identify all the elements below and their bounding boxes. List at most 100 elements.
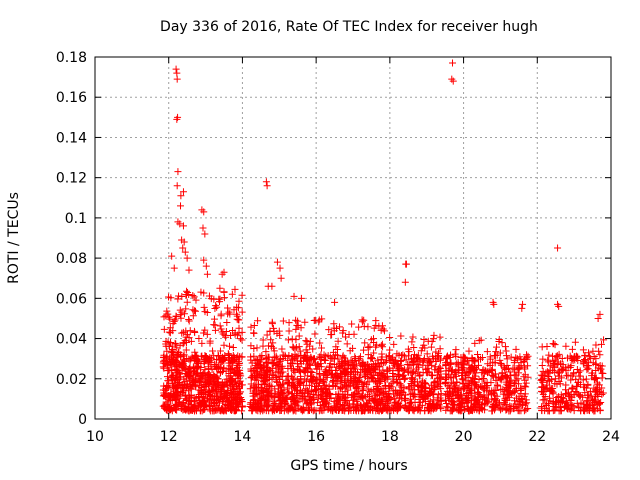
data-point [325,326,333,334]
data-point [164,384,172,392]
data-point [481,394,489,402]
data-point [343,390,351,398]
data-point [192,352,200,360]
data-point [600,336,608,344]
data-point [175,292,183,300]
data-point [598,362,606,370]
data-point [393,360,401,368]
data-point [214,378,222,386]
data-point [182,305,190,313]
data-point [288,379,296,387]
data-point [351,357,359,365]
data-point [409,361,417,369]
data-point [186,382,194,390]
data-point [418,392,426,400]
data-point [361,366,369,374]
data-point-outlier [276,264,284,272]
data-point [409,368,417,376]
data-point [238,403,246,411]
data-point [477,336,485,344]
data-point [266,381,274,389]
data-point [177,314,185,322]
data-point [276,393,284,401]
data-point [207,295,215,303]
data-point [562,372,570,380]
data-point [279,317,287,325]
data-point [224,310,232,318]
data-point [266,327,274,335]
data-point [548,376,556,384]
data-point [497,376,505,384]
x-tick-label: 14 [234,429,252,445]
data-point [295,367,303,375]
data-point [181,357,189,365]
data-point [190,327,198,335]
data-point [159,359,167,367]
data-point-outlier [173,115,181,123]
data-point [410,343,418,351]
data-point [166,324,174,332]
data-point [404,352,412,360]
data-point [514,407,522,415]
data-point [284,336,292,344]
data-point [311,387,319,395]
y-tick-label: 0.18 [56,50,87,66]
data-point [213,399,221,407]
data-point [545,351,553,359]
data-point [426,389,434,397]
data-point [360,316,368,324]
data-point [273,354,281,362]
data-point [208,366,216,374]
data-point-outlier [218,270,226,278]
data-point [573,382,581,390]
data-point-outlier [185,266,193,274]
data-point [446,389,454,397]
data-point [334,337,342,345]
data-point [409,333,417,341]
data-point [294,322,302,330]
data-point [409,406,417,414]
data-point [233,402,241,410]
data-point [364,361,372,369]
x-tick-label: 24 [602,429,620,445]
data-point-outlier [263,182,271,190]
data-point [183,380,191,388]
data-point [160,325,168,333]
data-point [320,401,328,409]
data-point [234,304,242,312]
data-point [515,380,523,388]
data-point [205,387,213,395]
data-point [202,378,210,386]
x-tick-label: 12 [160,429,178,445]
data-point [190,293,198,301]
data-point [589,404,597,412]
data-point [206,407,214,415]
data-point [224,304,232,312]
data-point [355,323,363,331]
data-point-outlier [402,260,410,268]
data-point [278,400,286,408]
data-point [595,399,603,407]
data-point [585,391,593,399]
data-point [225,308,233,316]
data-point [484,367,492,375]
data-point [301,367,309,375]
data-point [368,354,376,362]
data-point [319,377,327,385]
data-point [324,400,332,408]
data-point [275,327,283,335]
data-point [463,405,471,413]
data-point [328,355,336,363]
data-point [427,381,435,389]
data-point [220,341,228,349]
data-point [238,336,246,344]
data-point [311,330,319,338]
data-point [295,343,303,351]
data-point [363,399,371,407]
data-point [201,352,209,360]
data-point [329,348,337,356]
data-point [206,377,214,385]
data-point [164,367,172,375]
data-point [218,390,226,398]
data-point [575,372,583,380]
